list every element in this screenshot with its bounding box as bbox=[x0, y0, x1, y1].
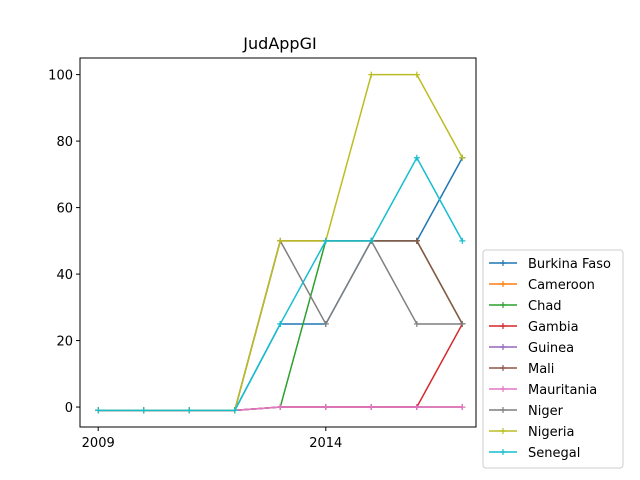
point-nigeria-2013 bbox=[277, 237, 284, 244]
legend-label-senegal: Senegal bbox=[528, 446, 580, 461]
legend-box bbox=[482, 249, 624, 469]
legend-label-mali: Mali bbox=[528, 362, 554, 377]
legend-marker-mali bbox=[500, 365, 506, 371]
legend-label-niger: Niger bbox=[528, 404, 564, 419]
point-nigeria-2017 bbox=[459, 154, 466, 161]
plot-series bbox=[95, 71, 466, 414]
legend-marker-mauritania bbox=[500, 386, 506, 392]
legend-label-burkina-faso: Burkina Faso bbox=[528, 257, 611, 272]
point-mauritania-2013 bbox=[277, 404, 284, 411]
y-tick-label-20: 20 bbox=[56, 335, 73, 350]
chart-title: JudAppGI bbox=[242, 34, 316, 53]
point-mauritania-2017 bbox=[459, 404, 466, 411]
legend-item-chad: Chad bbox=[489, 299, 562, 314]
legend-item-senegal: Senegal bbox=[489, 446, 580, 461]
series-gambia bbox=[95, 320, 466, 414]
point-senegal-2010 bbox=[140, 407, 147, 414]
y-tick-label-0: 0 bbox=[65, 401, 73, 416]
point-niger-2016 bbox=[413, 320, 420, 327]
legend-marker-guinea bbox=[500, 344, 506, 350]
x-axis: 2009 2014 bbox=[82, 427, 342, 451]
legend-item-guinea: Guinea bbox=[489, 341, 574, 356]
legend: Burkina Faso Cameroon Chad Gambia Guinea Mali… bbox=[482, 249, 624, 469]
point-senegal-2017 bbox=[459, 237, 466, 244]
point-senegal-2013 bbox=[277, 320, 284, 327]
series-line-senegal bbox=[98, 156, 464, 412]
legend-marker-cameroon bbox=[500, 281, 506, 287]
x-tick-label-2014: 2014 bbox=[309, 436, 342, 451]
legend-item-mauritania: Mauritania bbox=[489, 383, 597, 398]
legend-label-gambia: Gambia bbox=[528, 320, 579, 335]
legend-marker-niger bbox=[500, 407, 506, 413]
series-line-gambia bbox=[98, 323, 464, 412]
legend-item-cameroon: Cameroon bbox=[489, 278, 595, 293]
point-mauritania-2016 bbox=[413, 404, 420, 411]
series-nigeria bbox=[95, 71, 466, 414]
y-tick-label-60: 60 bbox=[56, 202, 73, 217]
legend-label-mauritania: Mauritania bbox=[528, 383, 597, 398]
legend-item-niger: Niger bbox=[489, 404, 564, 419]
point-senegal-2009 bbox=[95, 407, 102, 414]
legend-marker-gambia bbox=[500, 323, 506, 329]
point-senegal-2011 bbox=[186, 407, 193, 414]
y-tick-label-100: 100 bbox=[48, 69, 73, 84]
legend-marker-nigeria bbox=[500, 428, 506, 434]
point-mauritania-2014 bbox=[322, 404, 329, 411]
series-senegal bbox=[95, 154, 466, 414]
plot-frame bbox=[79, 57, 477, 428]
series-mauritania bbox=[95, 404, 466, 414]
legend-item-nigeria: Nigeria bbox=[489, 425, 575, 440]
legend-item-burkina-faso: Burkina Faso bbox=[489, 257, 611, 272]
point-nigeria-2015 bbox=[368, 71, 375, 78]
legend-label-nigeria: Nigeria bbox=[528, 425, 575, 440]
point-senegal-2016 bbox=[413, 154, 420, 161]
series-line-burkina-faso bbox=[98, 157, 464, 412]
legend-label-guinea: Guinea bbox=[528, 341, 574, 356]
point-niger-2017 bbox=[459, 320, 466, 327]
legend-label-chad: Chad bbox=[528, 299, 562, 314]
legend-marker-burkina-faso bbox=[500, 260, 506, 266]
legend-marker-senegal bbox=[500, 449, 506, 455]
legend-marker-chad bbox=[500, 302, 506, 308]
series-burkina-faso bbox=[95, 154, 466, 414]
point-niger-2014 bbox=[322, 320, 329, 327]
legend-label-cameroon: Cameroon bbox=[528, 278, 595, 293]
point-nigeria-2016 bbox=[413, 71, 420, 78]
y-tick-label-80: 80 bbox=[56, 135, 73, 150]
point-mali-2016 bbox=[413, 237, 420, 244]
point-senegal-2014 bbox=[322, 237, 329, 244]
x-tick-label-2009: 2009 bbox=[82, 436, 115, 451]
legend-item-gambia: Gambia bbox=[489, 320, 579, 335]
legend-item-mali: Mali bbox=[489, 362, 554, 377]
point-senegal-2012 bbox=[231, 407, 238, 414]
point-mauritania-2015 bbox=[368, 404, 375, 411]
point-senegal-2015 bbox=[368, 237, 375, 244]
y-axis: 0 20 40 60 80 100 bbox=[48, 69, 80, 416]
y-tick-label-40: 40 bbox=[56, 268, 73, 283]
